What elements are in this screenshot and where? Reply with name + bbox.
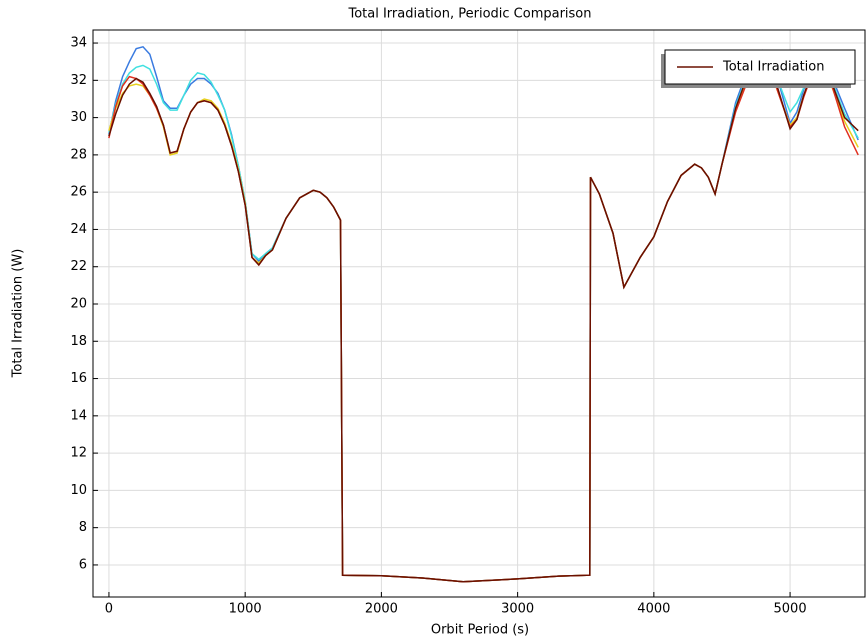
y-tick-label: 24 — [70, 222, 87, 237]
x-tick-label: 3000 — [501, 602, 534, 617]
series-line — [108, 58, 859, 583]
series-line — [108, 60, 859, 583]
y-tick-label: 16 — [70, 371, 87, 386]
chart-title: Total Irradiation, Periodic Comparison — [347, 7, 591, 22]
y-tick-label: 26 — [70, 185, 87, 200]
x-tick-label: 2000 — [365, 602, 398, 617]
x-tick-label: 5000 — [774, 602, 807, 617]
x-tick-label: 1000 — [229, 602, 262, 617]
plot-lines — [108, 45, 859, 583]
x-tick-label: 0 — [105, 602, 113, 617]
y-tick-label: 14 — [70, 408, 87, 423]
y-tick-label: 12 — [70, 446, 87, 461]
y-tick-label: 10 — [70, 483, 87, 498]
y-tick-label: 30 — [70, 110, 87, 125]
legend-label: Total Irradiation — [722, 60, 825, 75]
y-tick-label: 18 — [70, 334, 87, 349]
series-line — [108, 54, 859, 583]
y-tick-label: 32 — [70, 73, 87, 88]
series-line — [108, 45, 859, 583]
plot-frame — [92, 29, 866, 598]
series-line — [108, 51, 859, 583]
x-axis-label: Orbit Period (s) — [431, 623, 529, 638]
y-tick-label: 6 — [79, 557, 87, 572]
x-tick-label: 4000 — [637, 602, 670, 617]
y-axis-label: Total Irradiation (W) — [11, 249, 26, 379]
y-tick-label: 20 — [70, 296, 87, 311]
y-tick-label: 8 — [79, 520, 87, 535]
y-tick-label: 22 — [70, 259, 87, 274]
y-tick-label: 28 — [70, 147, 87, 162]
y-tick-label: 34 — [70, 36, 87, 51]
